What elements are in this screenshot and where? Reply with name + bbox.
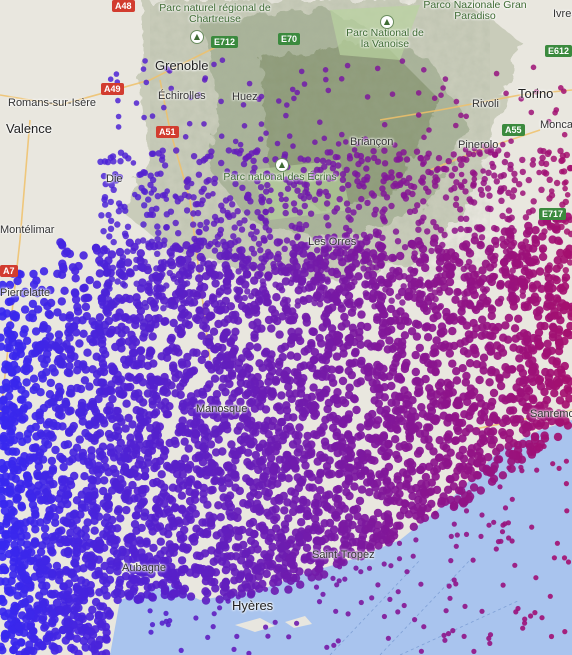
place-label-sanremo: Sanremo [530,408,572,420]
place-label-montelimar: Montélimar [0,224,55,236]
road-shield-e612: E612 [545,45,572,57]
place-label-torino: Torino [518,86,554,101]
road-shield-a51: A51 [156,126,179,138]
place-label-romans: Romans-sur-Isère [8,97,97,109]
road-shield-a49: A49 [101,83,124,95]
park-label-vanoise: Parc National de la Vanoise [346,27,424,50]
ferry-routes [329,559,521,655]
place-label-moncalieri: Moncalieri [540,119,572,131]
place-label-huez: Huez [232,91,258,103]
park-icon: ▲ [380,15,394,29]
place-label-saint-tropez: Saint-Tropez [312,549,375,561]
park-label-gran-paradiso: Parco Nazionale Gran Paradiso [423,0,527,22]
road-shield-e712: E712 [211,36,239,48]
road-shield-a55: A55 [502,124,525,136]
place-label-pierrelatte: Pierrelatte [0,287,51,299]
road-shield-a7: A7 [0,265,18,277]
place-label-pinerolo: Pinerolo [458,139,499,151]
place-label-valence: Valence [6,121,53,136]
road-shield-e717: E717 [539,208,567,220]
road-shield-e70: E70 [278,33,301,45]
place-label-rivoli: Rivoli [472,98,499,110]
park-label-chartreuse: Parc naturel régional de Chartreuse [159,2,271,25]
place-label-manosque: Manosque [196,403,248,415]
place-label-hyeres: Hyères [232,598,274,613]
place-label-echirolles: Échirolles [158,90,206,102]
park-label-ecrins: Parc national des Écrins [223,171,337,183]
road-shield-a48: A48 [112,0,135,12]
place-label-ivrea: Ivrea [553,8,572,20]
place-label-les-orres: Les Orres [308,236,357,248]
density-dots [0,57,572,655]
place-label-aubagne: Aubagne [122,562,167,574]
park-icon: ▲ [275,158,289,172]
place-label-briancon: Briançon [350,136,394,148]
place-label-grenoble: Grenoble [155,58,209,73]
park-icon: ▲ [190,30,204,44]
place-label-die: Die [106,173,123,185]
